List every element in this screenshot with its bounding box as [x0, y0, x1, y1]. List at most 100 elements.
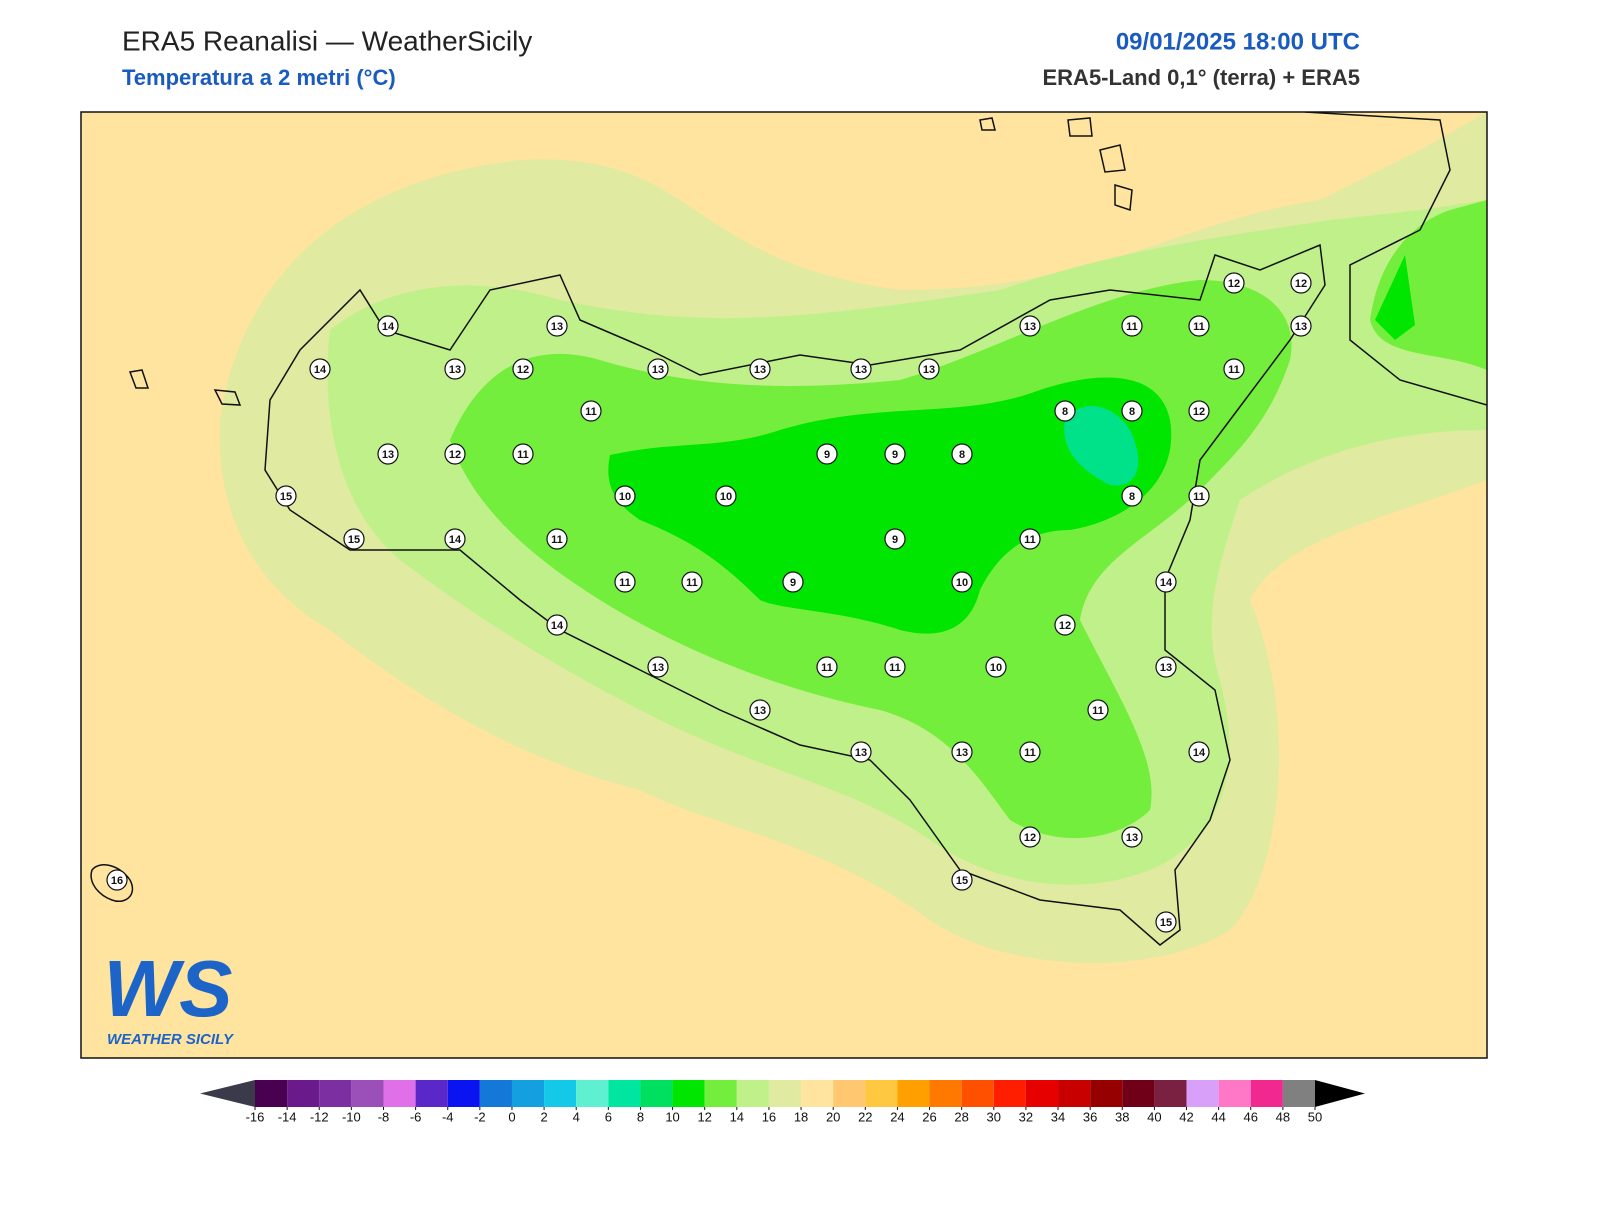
colorbar-tick-label: -2 [474, 1109, 486, 1124]
station-marker [1121, 485, 1143, 507]
colorbar-tick-label: 36 [1083, 1109, 1097, 1124]
colorbar-tick-label: 48 [1276, 1109, 1290, 1124]
station-marker [1290, 272, 1312, 294]
colorbar-bin [1090, 1080, 1123, 1107]
station-value: 11 [1024, 534, 1036, 546]
colorbar-tick-label: 18 [794, 1109, 808, 1124]
station-value: 12 [1059, 620, 1071, 632]
station-value: 15 [280, 491, 292, 503]
station-marker [1155, 571, 1177, 593]
station-value: 11 [1024, 747, 1036, 759]
contour-6-8 [1064, 406, 1139, 486]
colorbar-bin [608, 1080, 641, 1107]
colorbar-tick-label: 44 [1211, 1109, 1225, 1124]
colorbar-tick-label: 50 [1308, 1109, 1322, 1124]
colorbar-bin [255, 1080, 288, 1107]
station-value: 12 [1295, 278, 1307, 290]
station-value: 11 [517, 449, 529, 461]
station-marker [1019, 826, 1041, 848]
station-marker [951, 869, 973, 891]
station-marker [749, 358, 771, 380]
contour-8-10 [608, 377, 1172, 634]
station-marker [1054, 400, 1076, 422]
colorbar-bin [704, 1080, 737, 1107]
colorbar-bin [1186, 1080, 1219, 1107]
colorbar-bin [993, 1080, 1026, 1107]
station-marker [309, 358, 331, 380]
station-marker [951, 571, 973, 593]
station-value: 13 [956, 747, 968, 759]
station-marker [106, 869, 128, 891]
station-marker [1019, 741, 1041, 763]
colorbar-tick-label: 20 [826, 1109, 840, 1124]
station-marker [1290, 315, 1312, 337]
colorbar-tick-label: 42 [1179, 1109, 1193, 1124]
station-value: 11 [1126, 321, 1138, 333]
station-value: 10 [720, 491, 732, 503]
colorbar-bin [929, 1080, 962, 1107]
subtitle: Temperatura a 2 metri (°C) [122, 65, 396, 90]
stations: 14 13 14 13 12 13 13 13 13 13 11 11 12 12 13 11 11 8 8 12 13… [106, 272, 1312, 933]
station-value: 13 [754, 364, 766, 376]
station-marker [1223, 358, 1245, 380]
colorbar-tick-label: 22 [858, 1109, 872, 1124]
station-value: 14 [1193, 747, 1206, 759]
colorbar-bin [1218, 1080, 1251, 1107]
station-marker [546, 614, 568, 636]
station-value: 13 [1024, 321, 1036, 333]
station-marker [715, 485, 737, 507]
colorbar-bin [1058, 1080, 1091, 1107]
station-value: 13 [855, 747, 867, 759]
station-value: 14 [382, 321, 395, 333]
station-value: 13 [855, 364, 867, 376]
station-value: 13 [652, 662, 664, 674]
colorbar-tick-label: 26 [922, 1109, 936, 1124]
colorbar-bin [479, 1080, 512, 1107]
station-marker [1188, 315, 1210, 337]
colorbar-tick-label: -8 [378, 1109, 390, 1124]
station-marker [681, 571, 703, 593]
station-value: 13 [551, 321, 563, 333]
station-marker [816, 443, 838, 465]
station-marker [884, 443, 906, 465]
station-marker [1121, 826, 1143, 848]
station-marker [1019, 528, 1041, 550]
station-marker [275, 485, 297, 507]
colorbar-tick-label: 0 [508, 1109, 515, 1124]
station-marker [1121, 315, 1143, 337]
colorbar-tick-label: 8 [637, 1109, 644, 1124]
colorbar-bin [897, 1080, 930, 1107]
colorbar-bin [511, 1080, 545, 1107]
coastline [90, 112, 1487, 946]
station-marker [1188, 741, 1210, 763]
station-marker [444, 358, 466, 380]
colorbar-tick-label: 4 [573, 1109, 580, 1124]
colorbar-tick-label: 12 [697, 1109, 711, 1124]
colorbar-bin [768, 1080, 802, 1107]
colorbar-bin [544, 1080, 577, 1107]
title: ERA5 Reanalisi — WeatherSicily [122, 25, 532, 56]
station-value: 13 [923, 364, 935, 376]
station-marker [546, 528, 568, 550]
station-value: 9 [892, 449, 898, 461]
colorbar-bin [576, 1080, 609, 1107]
colorbar-bin [319, 1080, 352, 1107]
colorbar-bin [287, 1080, 320, 1107]
colorbar: -16 -14 -12 -10 -8 -6 -4 -2 0 2 4 6 8 10 12 14 16 18 20 22 2… [200, 1080, 1365, 1124]
station-value: 9 [892, 534, 898, 546]
map-frame [80, 111, 1488, 1059]
station-value: 12 [1024, 832, 1036, 844]
colorbar-bin [833, 1080, 866, 1107]
station-value: 11 [585, 406, 597, 418]
colorbar-bin [351, 1080, 384, 1107]
station-value: 10 [990, 662, 1002, 674]
station-value: 8 [1062, 406, 1068, 418]
station-marker [343, 528, 365, 550]
station-value: 8 [959, 449, 965, 461]
colorbar-bin [640, 1080, 673, 1107]
station-marker [377, 443, 399, 465]
map: 14 13 14 13 12 13 13 13 13 13 11 11 12 12 13 11 11 8 8 12 13… [81, 112, 1487, 1058]
station-value: 14 [314, 364, 327, 376]
colorbar-over [1315, 1080, 1365, 1107]
station-marker [444, 528, 466, 550]
